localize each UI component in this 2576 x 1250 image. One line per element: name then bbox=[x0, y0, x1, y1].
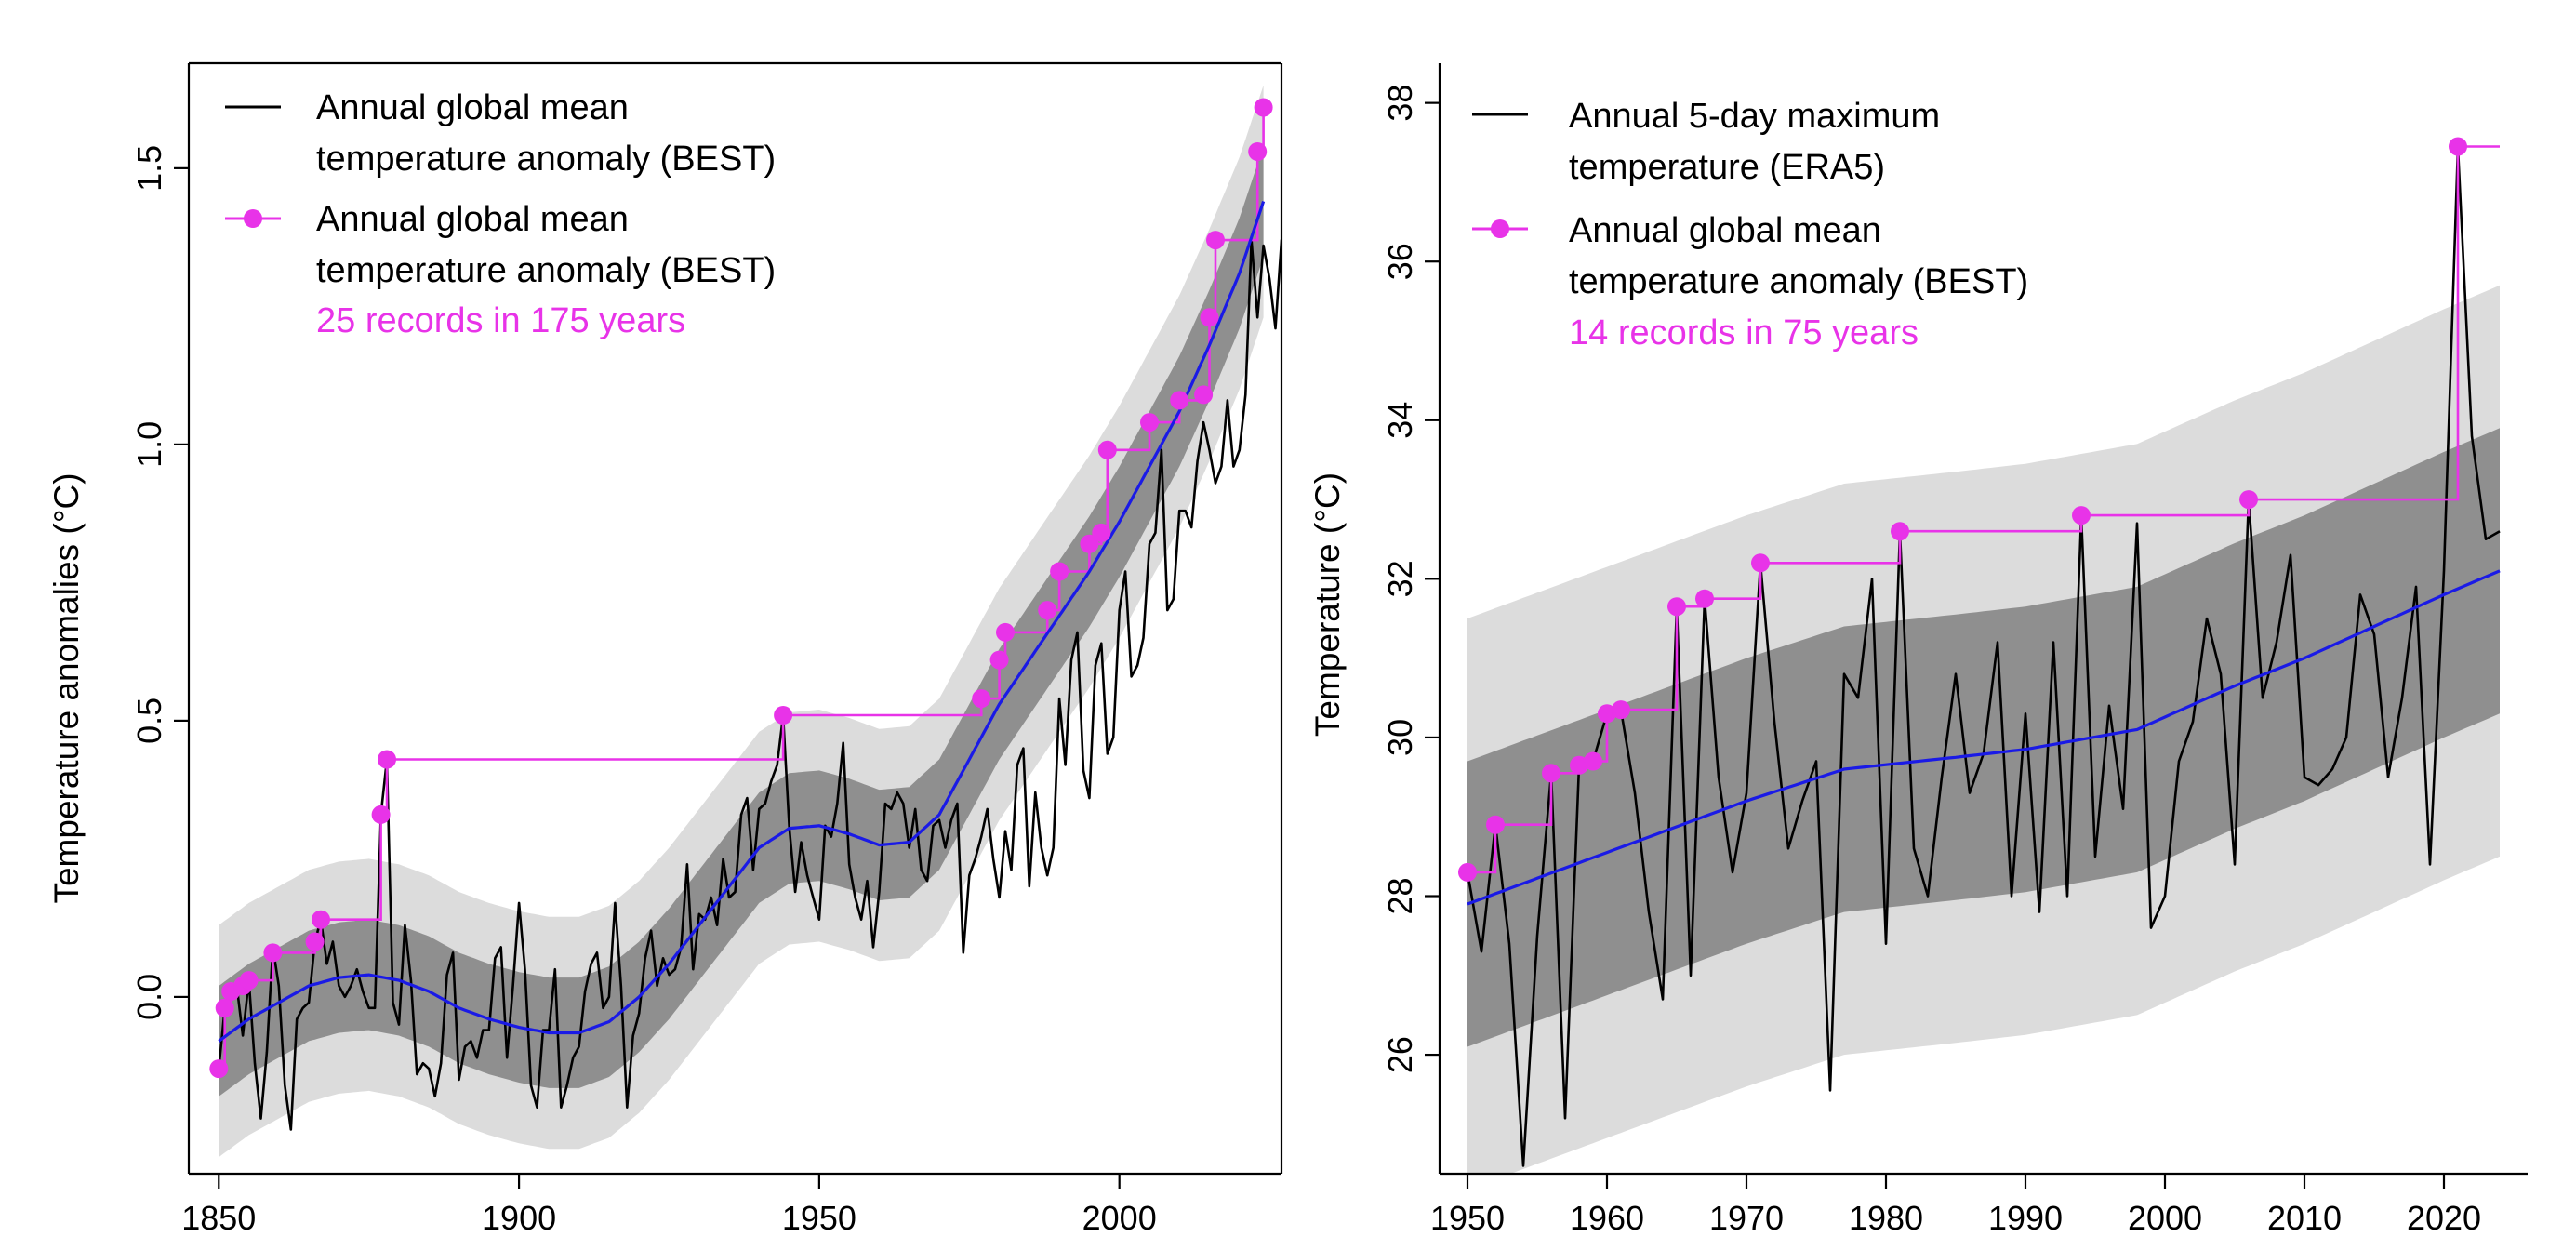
legend-record-label-line1: Annual global mean bbox=[1569, 211, 1881, 250]
y-tick-label: 36 bbox=[1381, 243, 1419, 280]
record-point bbox=[263, 943, 283, 963]
left-axes: 1850 1900 1950 2000 0.0 0.5 1.0 1.5 bbox=[130, 61, 1283, 1237]
record-point bbox=[1486, 815, 1505, 834]
record-point bbox=[1584, 751, 1602, 771]
y-tick-label: 0.5 bbox=[130, 698, 168, 744]
record-point bbox=[1038, 601, 1057, 620]
left-y-axis-title: Temperature anomalies (°C) bbox=[47, 472, 86, 903]
legend-record-point-sample bbox=[1491, 219, 1509, 238]
right-panel-5day-max-temperature: 1950 1960 1970 1980 1990 2000 2010 2020 26 28 30 32… bbox=[1308, 63, 2528, 1237]
record-point bbox=[2072, 506, 2091, 525]
record-point bbox=[209, 1059, 229, 1079]
record-point bbox=[1612, 700, 1630, 720]
legend-era5-label-line1: Annual 5-day maximum bbox=[1569, 97, 1940, 136]
record-point bbox=[996, 622, 1015, 642]
x-tick-label: 1850 bbox=[181, 1199, 256, 1237]
legend-record-label-line1: Annual global mean bbox=[316, 200, 629, 239]
right-y-axis-title: Temperature (°C) bbox=[1308, 472, 1347, 737]
legend-observed-label-line1: Annual global mean bbox=[316, 88, 629, 127]
record-point bbox=[1570, 755, 1588, 775]
y-tick-label: 32 bbox=[1381, 560, 1419, 597]
record-point bbox=[1891, 522, 1909, 541]
trend-line bbox=[1467, 569, 2501, 906]
record-point bbox=[1254, 98, 1273, 117]
x-tick-label: 1950 bbox=[782, 1199, 856, 1237]
record-point bbox=[989, 650, 1009, 670]
record-point bbox=[1542, 764, 1560, 783]
record-point bbox=[1248, 142, 1268, 161]
record-point bbox=[1695, 589, 1714, 608]
record-point bbox=[1097, 440, 1117, 459]
y-tick-label: 0.0 bbox=[130, 974, 168, 1020]
right-legend: Annual 5-day maximum temperature (ERA5) … bbox=[1472, 97, 2028, 352]
record-point bbox=[1194, 385, 1214, 405]
legend-record-count-note: 25 records in 175 years bbox=[316, 301, 685, 340]
x-tick-label: 1900 bbox=[482, 1199, 556, 1237]
record-point bbox=[239, 971, 259, 991]
record-point bbox=[371, 805, 391, 824]
x-tick-label: 1950 bbox=[1430, 1199, 1505, 1237]
record-point bbox=[1050, 562, 1069, 581]
x-tick-label: 2000 bbox=[2128, 1199, 2202, 1237]
x-tick-label: 2020 bbox=[2407, 1199, 2481, 1237]
legend-observed-label-line2: temperature anomaly (BEST) bbox=[316, 140, 776, 179]
record-point bbox=[1458, 862, 1477, 882]
right-axes: 1950 1960 1970 1980 1990 2000 2010 2020 26 28 30 32… bbox=[1381, 63, 2528, 1237]
record-point bbox=[378, 750, 396, 769]
record-point bbox=[972, 689, 991, 709]
legend-record-point-sample bbox=[244, 209, 262, 228]
record-point bbox=[1092, 523, 1111, 542]
record-point bbox=[1140, 413, 1159, 432]
record-point bbox=[312, 910, 330, 929]
record-point bbox=[1200, 308, 1219, 327]
record-point bbox=[1206, 231, 1225, 250]
observed-series-line bbox=[218, 238, 1281, 1131]
x-tick-label: 1990 bbox=[1988, 1199, 2063, 1237]
record-point bbox=[2449, 137, 2467, 156]
right-uncertainty-bands bbox=[1467, 285, 2500, 1174]
inner-uncertainty-band bbox=[1467, 428, 2500, 1047]
record-point bbox=[305, 932, 325, 951]
left-panel-global-mean-anomaly: 1850 1900 1950 2000 0.0 0.5 1.0 1.5 Temperature… bbox=[47, 61, 1283, 1237]
y-tick-label: 1.0 bbox=[130, 421, 168, 468]
record-point bbox=[1667, 597, 1686, 617]
record-point bbox=[2239, 490, 2258, 510]
y-tick-label: 34 bbox=[1381, 402, 1419, 439]
record-point bbox=[774, 706, 793, 725]
x-tick-label: 2000 bbox=[1082, 1199, 1157, 1237]
record-point bbox=[1170, 391, 1189, 410]
x-tick-label: 1970 bbox=[1709, 1199, 1784, 1237]
y-tick-label: 1.5 bbox=[130, 145, 168, 192]
y-tick-label: 30 bbox=[1381, 719, 1419, 756]
trend-line bbox=[218, 200, 1266, 1043]
record-step-line bbox=[1467, 145, 2500, 874]
y-tick-label: 26 bbox=[1381, 1036, 1419, 1073]
record-point bbox=[215, 998, 234, 1017]
left-legend: Annual global mean temperature anomaly (… bbox=[225, 88, 776, 340]
legend-record-count-note: 14 records in 75 years bbox=[1569, 313, 1919, 352]
x-tick-label: 1960 bbox=[1570, 1199, 1644, 1237]
record-point bbox=[1598, 704, 1616, 724]
legend-record-label-line2: temperature anomaly (BEST) bbox=[316, 251, 776, 290]
record-point bbox=[1751, 553, 1770, 573]
record-point bbox=[1080, 534, 1099, 553]
legend-era5-label-line2: temperature (ERA5) bbox=[1569, 148, 1885, 187]
y-tick-label: 38 bbox=[1381, 85, 1419, 122]
y-tick-label: 28 bbox=[1381, 877, 1419, 914]
x-tick-label: 1980 bbox=[1849, 1199, 1923, 1237]
right-plot-lines bbox=[1466, 145, 2501, 1167]
legend-record-label-line2: temperature anomaly (BEST) bbox=[1569, 262, 2028, 301]
x-tick-label: 2010 bbox=[2267, 1199, 2342, 1237]
